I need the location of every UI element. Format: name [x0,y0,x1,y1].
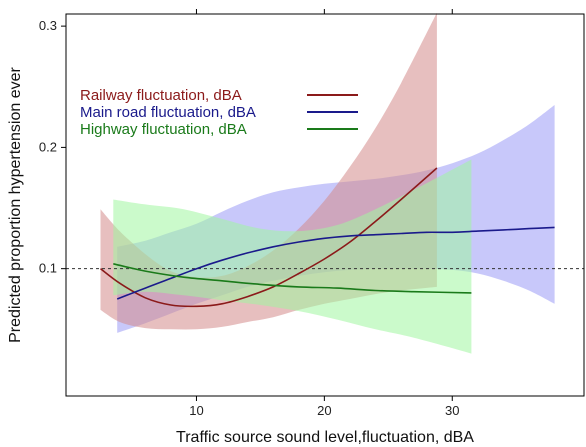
highway-confidence-band [113,159,472,354]
railway-series-line [100,167,438,308]
highway-series-line [113,263,472,294]
y-axis-label: Predicted proportion hypertension ever [7,66,24,342]
confidence-bands [100,12,555,354]
y-tick-label: 0.2 [39,139,57,154]
axis-ticks: 10 20 30 0.1 0.2 0.3 [39,9,459,418]
plot-frame [65,13,585,397]
railway-legend-label: Railway fluctuation, dBA [80,87,242,104]
series-lines [100,167,555,308]
y-tick-label: 0.1 [39,261,57,276]
y-tick-label: 0.3 [39,18,57,33]
x-tick-label: 10 [189,403,203,418]
x-axis-label: Traffic source sound level,fluctuation, … [176,429,474,446]
x-tick-label: 20 [317,403,331,418]
highway-legend-label: Highway fluctuation, dBA [80,121,247,138]
main-series-line [116,226,555,300]
x-tick-label: 30 [445,403,459,418]
main-legend-label: Main road fluctuation, dBA [80,104,256,121]
